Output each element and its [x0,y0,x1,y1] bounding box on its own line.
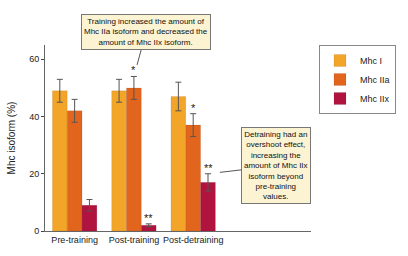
svg-text:Post-detraining: Post-detraining [163,235,224,245]
svg-text:40: 40 [29,112,39,122]
svg-text:0: 0 [34,226,39,236]
svg-text:**: ** [204,162,213,174]
svg-text:60: 60 [29,54,39,64]
svg-text:Post-training: Post-training [109,235,160,245]
svg-text:Training increased the amount: Training increased the amount ofMhc IIa … [84,17,208,47]
svg-text:20: 20 [29,169,39,179]
svg-text:Detraining had anovershoot eff: Detraining had anovershoot effect,increa… [244,130,308,201]
svg-text:Pre-training: Pre-training [51,235,98,245]
svg-text:**: ** [144,212,153,224]
svg-text:*: * [131,64,136,76]
svg-text:*: * [191,102,196,114]
svg-text:Mhc IIa: Mhc IIa [360,75,390,85]
svg-text:Mhc I: Mhc I [360,56,382,66]
svg-text:Mhc IIx: Mhc IIx [360,94,390,104]
svg-text:Mhc isoform (%): Mhc isoform (%) [6,102,17,175]
